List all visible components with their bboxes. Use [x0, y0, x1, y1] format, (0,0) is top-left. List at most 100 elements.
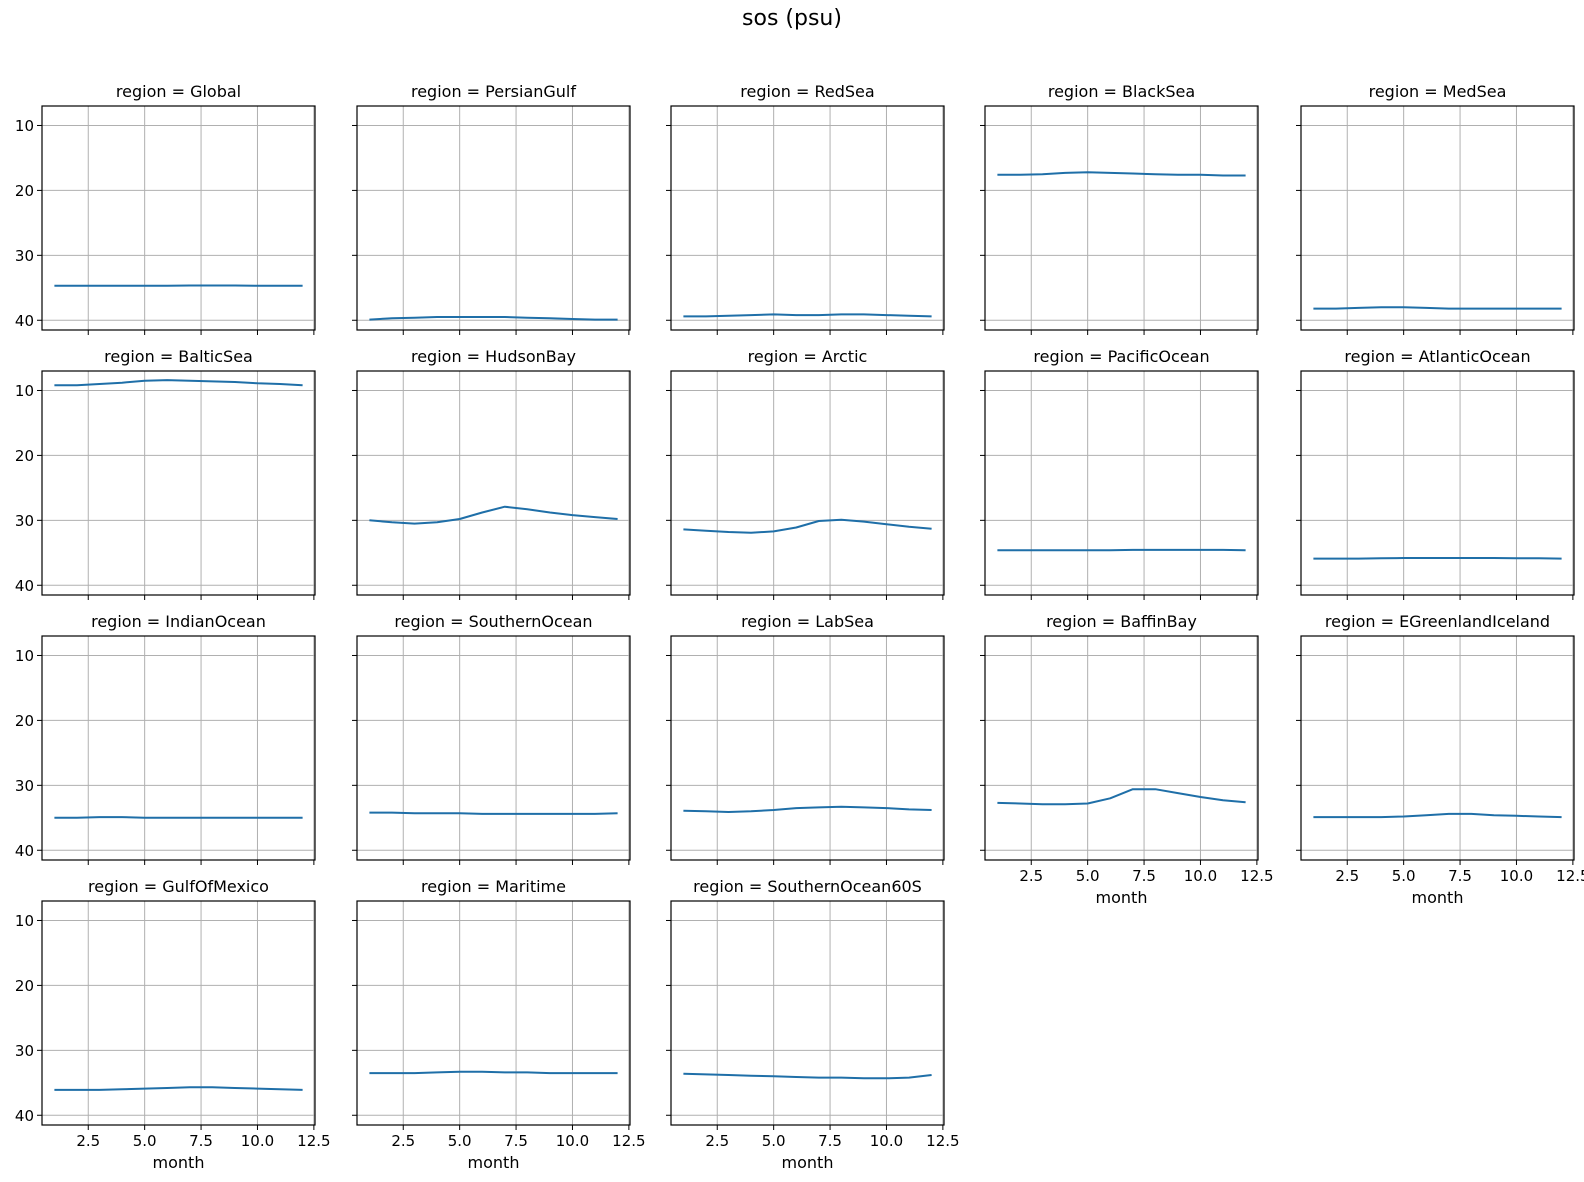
- facet-title: region = HudsonBay: [411, 347, 576, 366]
- y-tick-label: 40: [15, 842, 34, 860]
- x-tick-label: 7.5: [818, 1132, 842, 1150]
- facet-title: region = BlackSea: [1048, 82, 1195, 101]
- x-tick-label: 2.5: [1019, 867, 1043, 885]
- plot-area: [357, 106, 630, 330]
- x-tick-label: 12.5: [1556, 867, 1584, 885]
- facet-title: region = SouthernOcean60S: [693, 877, 922, 896]
- plot-area: [42, 371, 315, 595]
- plot-area: [1301, 106, 1574, 330]
- x-tick-label: 7.5: [1132, 867, 1156, 885]
- x-tick-label: 5.0: [133, 1132, 157, 1150]
- y-tick-label: 20: [15, 977, 34, 995]
- plot-area: [985, 636, 1258, 860]
- y-tick-label: 10: [15, 117, 34, 135]
- x-tick-label: 12.5: [612, 1132, 645, 1150]
- facet-title: region = AtlanticOcean: [1344, 347, 1530, 366]
- plot-area: [1301, 636, 1574, 860]
- facet-title: region = MedSea: [1369, 82, 1507, 101]
- x-tick-label: 5.0: [762, 1132, 786, 1150]
- facet-title: region = BalticSea: [104, 347, 253, 366]
- plot-area: [671, 901, 944, 1125]
- y-tick-label: 30: [15, 247, 34, 265]
- x-axis-label: month: [468, 1153, 520, 1172]
- facet-title: region = EGreenlandIceland: [1325, 612, 1550, 631]
- x-tick-label: 7.5: [1448, 867, 1472, 885]
- y-tick-label: 30: [15, 777, 34, 795]
- facet-title: region = GulfOfMexico: [88, 877, 269, 896]
- y-tick-label: 20: [15, 712, 34, 730]
- x-tick-label: 2.5: [705, 1132, 729, 1150]
- plot-area: [671, 636, 944, 860]
- facet-panel: region = HudsonBay: [352, 347, 630, 600]
- x-tick-label: 2.5: [1335, 867, 1359, 885]
- x-tick-label: 10.0: [556, 1132, 589, 1150]
- series-line: [54, 817, 302, 818]
- facet-title: region = PacificOcean: [1033, 347, 1209, 366]
- facet-panel: region = BalticSea 10 20 30 40: [15, 347, 315, 600]
- x-tick-label: 2.5: [76, 1132, 100, 1150]
- x-axis-label: month: [1096, 888, 1148, 907]
- facet-title: region = Arctic: [748, 347, 868, 366]
- x-axis-label: month: [782, 1153, 834, 1172]
- x-tick-label: 10.0: [241, 1132, 274, 1150]
- y-tick-label: 10: [15, 912, 34, 930]
- x-axis-label: month: [1412, 888, 1464, 907]
- plot-area: [42, 106, 315, 330]
- y-tick-label: 20: [15, 447, 34, 465]
- x-tick-label: 5.0: [1392, 867, 1416, 885]
- facet-title: region = IndianOcean: [91, 612, 266, 631]
- plot-area: [42, 636, 315, 860]
- y-tick-label: 40: [15, 1107, 34, 1125]
- facet-panel: region = EGreenlandIceland 2.5 5.0 7.5 10.0 1…: [1296, 612, 1584, 907]
- facet-panel: region = Global 10 20 30 40: [15, 82, 315, 335]
- plot-area: [357, 371, 630, 595]
- facet-panel: region = MedSea: [1296, 82, 1574, 335]
- plot-area: [985, 106, 1258, 330]
- y-tick-label: 20: [15, 182, 34, 200]
- y-tick-label: 10: [15, 647, 34, 665]
- plot-area: [985, 371, 1258, 595]
- x-tick-label: 2.5: [391, 1132, 415, 1150]
- y-tick-label: 10: [15, 382, 34, 400]
- facet-title: region = PersianGulf: [411, 82, 576, 101]
- x-tick-label: 10.0: [870, 1132, 903, 1150]
- figure-title: sos (psu): [0, 6, 1584, 31]
- x-tick-label: 10.0: [1500, 867, 1533, 885]
- plot-area: [671, 371, 944, 595]
- x-tick-label: 7.5: [504, 1132, 528, 1150]
- x-tick-label: 5.0: [1076, 867, 1100, 885]
- y-tick-label: 40: [15, 577, 34, 595]
- y-tick-label: 30: [15, 1042, 34, 1060]
- facet-panel: region = SouthernOcean: [352, 612, 630, 865]
- facet-title: region = SouthernOcean: [394, 612, 592, 631]
- x-tick-label: 10.0: [1184, 867, 1217, 885]
- y-tick-label: 40: [15, 312, 34, 330]
- facet-title: region = BaffinBay: [1046, 612, 1197, 631]
- facet-title: region = RedSea: [740, 82, 874, 101]
- facet-panel: region = AtlanticOcean: [1296, 347, 1574, 600]
- series-line: [1313, 558, 1561, 559]
- x-axis-label: month: [153, 1153, 205, 1172]
- y-tick-label: 30: [15, 512, 34, 530]
- facet-panel: region = RedSea: [666, 82, 944, 335]
- plot-area: [42, 901, 315, 1125]
- plot-area: [357, 901, 630, 1125]
- facet-panel: region = PacificOcean: [980, 347, 1258, 600]
- x-tick-label: 12.5: [297, 1132, 330, 1150]
- facet-panel: region = BaffinBay 2.5 5.0 7.5 10.0 12.5 month: [980, 612, 1274, 907]
- plot-area: [1301, 371, 1574, 595]
- facet-panel: region = Arctic: [666, 347, 944, 600]
- plot-area: [671, 106, 944, 330]
- x-tick-label: 12.5: [1240, 867, 1273, 885]
- plot-area: [357, 636, 630, 860]
- facet-title: region = Global: [116, 82, 241, 101]
- facet-panel: region = LabSea: [666, 612, 944, 865]
- facet-title: region = Maritime: [421, 877, 566, 896]
- facet-panel: region = BlackSea: [980, 82, 1258, 335]
- facet-title: region = LabSea: [741, 612, 874, 631]
